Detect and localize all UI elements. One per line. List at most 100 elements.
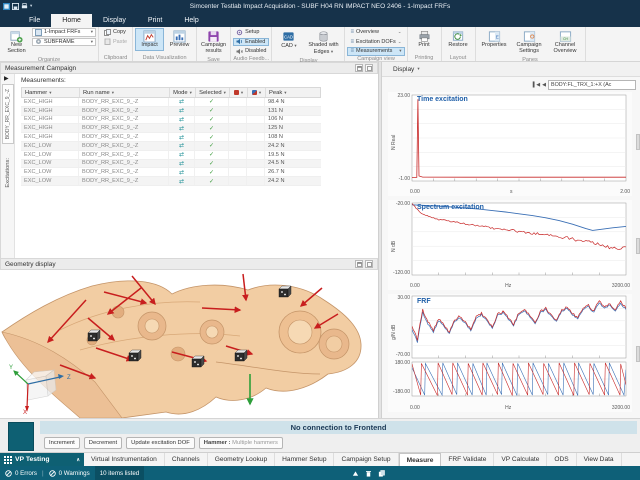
measurement-row[interactable]: EXC_HIGHBODY_RR_EXC_9_-Z⇄✓108 N	[21, 133, 321, 142]
paste-button[interactable]: Paste	[101, 38, 130, 47]
campaign-results-button[interactable]: Campaign results	[199, 28, 228, 57]
group-save: Campaign results Save	[197, 27, 231, 61]
workflow-tab-geometry-lookup[interactable]: Geometry Lookup	[208, 453, 275, 466]
pane-maximize-button[interactable]	[365, 64, 373, 72]
errors-status[interactable]: 0 Errors	[0, 466, 42, 480]
save-icon[interactable]	[12, 3, 19, 10]
cad-button[interactable]: CAD CAD ▾	[274, 28, 303, 52]
warning-icon	[49, 470, 56, 477]
audio-enabled-button[interactable]: Enabled	[233, 38, 269, 47]
pane-maximize-button[interactable]	[365, 260, 373, 268]
excitation-dof-tab[interactable]: BODY_RR_EXC_9_-Z	[2, 84, 14, 144]
col-peak[interactable]: Peak▾	[266, 88, 312, 97]
ribbon-tab-print[interactable]: Print	[137, 14, 173, 27]
chart-splitter-handle[interactable]	[636, 134, 640, 150]
ribbon-tab-display[interactable]: Display	[92, 14, 137, 27]
col-mode[interactable]: Mode▾	[170, 88, 196, 97]
increment-button[interactable]: Increment	[44, 437, 80, 449]
pane-float-button[interactable]	[355, 64, 363, 72]
docked-panel-thumbnail[interactable]	[8, 422, 34, 451]
measurement-row[interactable]: EXC_HIGHBODY_RR_EXC_9_-Z⇄✓98.4 N	[21, 98, 321, 107]
application-window: ▾ Simcenter Testlab Impact Acquisition -…	[0, 0, 640, 480]
measurement-row[interactable]: EXC_HIGHBODY_RR_EXC_9_-Z⇄✓131 N	[21, 107, 321, 116]
workflow-tab-virtual-instrumentation[interactable]: Virtual Instrumentation	[84, 453, 165, 466]
workflow-tab-measure[interactable]: Measure	[399, 453, 442, 466]
vp-testing-tab[interactable]: VP Testing ∧	[0, 453, 84, 466]
copy-icon	[104, 29, 111, 36]
measurement-row[interactable]: EXC_LOWBODY_RR_EXC_9_-Z⇄✓24.5 N	[21, 160, 321, 169]
audio-setup-button[interactable]: Setup	[233, 28, 269, 37]
time-excitation-chart[interactable]: Time excitation 23.00 -1.00 N Real 0.00 …	[388, 92, 632, 196]
warnings-status[interactable]: 0 Warnings	[44, 466, 95, 480]
measurement-row[interactable]: EXC_HIGHBODY_RR_EXC_9_-Z⇄✓125 N	[21, 124, 321, 133]
col-selected[interactable]: Selected▾	[196, 88, 230, 97]
chart-splitter-handle[interactable]	[636, 238, 640, 254]
items-listed-status: 10 items listed	[95, 466, 145, 480]
decrement-button[interactable]: Decrement	[84, 437, 122, 449]
measurement-row[interactable]: EXC_LOWBODY_RR_EXC_9_-Z⇄✓19.5 N	[21, 151, 321, 160]
col-reject-icon[interactable]: ▾	[230, 88, 248, 97]
workflow-tab-ods[interactable]: ODS	[547, 453, 576, 466]
workflow-tab-channels[interactable]: Channels	[165, 453, 208, 466]
scroll-up-icon[interactable]	[352, 470, 359, 477]
frf-chart[interactable]: FRF 30.00 -70.00 180.00 -180.00 g/N dB 0…	[388, 294, 632, 412]
measurement-row[interactable]: EXC_HIGHBODY_RR_EXC_9_-Z⇄✓106 N	[21, 116, 321, 125]
speaker-on-icon	[236, 38, 243, 45]
workflow-tab-view-data[interactable]: View Data	[577, 453, 622, 466]
trash-icon[interactable]	[365, 470, 372, 477]
connection-banner: No connection to Frontend	[40, 421, 637, 434]
collapse-caret-icon[interactable]: ∧	[76, 457, 80, 463]
campaign-settings-pane-button[interactable]: Campaign Settings	[512, 28, 547, 57]
frf-chart-canvas	[388, 294, 632, 412]
copy-button[interactable]: Copy	[101, 28, 130, 37]
geometry-display-header: Geometry display	[0, 258, 378, 270]
section-combo[interactable]: 1-Impact FRFs▾	[32, 28, 96, 37]
impact-view-button[interactable]: Impact	[135, 28, 164, 51]
pane-float-button[interactable]	[355, 260, 363, 268]
col-accept-icon[interactable]: ▾	[248, 88, 266, 97]
preview-view-button[interactable]: Preview	[165, 28, 194, 51]
previous-channel-icon[interactable]: ◀	[542, 82, 546, 88]
spectrum-excitation-chart[interactable]: Spectrum excitation -20.00 -120.00 N dB …	[388, 200, 632, 290]
workflow-tab-campaign-setup[interactable]: Campaign Setup	[334, 453, 398, 466]
properties-pane-button[interactable]: E Properties	[478, 28, 511, 51]
channel-selector[interactable]: BODY:FL_TRX_1:+X (Ac	[548, 80, 636, 90]
subframe-combo[interactable]: SUBFRAME▾	[32, 38, 96, 47]
overview-button[interactable]: ≡ Overview⌄	[347, 28, 404, 37]
measurement-row[interactable]: EXC_LOWBODY_RR_EXC_9_-Z⇄✓26.7 N	[21, 168, 321, 177]
restore-layout-button[interactable]: Restore	[444, 28, 473, 51]
expander-arrow-icon[interactable]: ▶	[4, 75, 9, 82]
workflow-tab-bar: VP Testing ∧ Virtual InstrumentationChan…	[0, 452, 640, 466]
dof-cube-marker	[88, 330, 100, 341]
ribbon-tab-help[interactable]: Help	[173, 14, 209, 27]
hammer-selector[interactable]: Hammer : Multiple hammers	[199, 437, 283, 449]
ribbon-tab-home[interactable]: Home	[51, 14, 92, 27]
table-body: EXC_HIGHBODY_RR_EXC_9_-Z⇄✓98.4 NEXC_HIGH…	[21, 98, 321, 186]
app-icon[interactable]	[3, 3, 10, 10]
measurements-view-button[interactable]: ≡ Measurements▾	[347, 47, 404, 56]
new-section-button[interactable]: New Section	[2, 28, 31, 57]
audio-disabled-button[interactable]: Disabled	[233, 47, 269, 56]
spectrum-chart-title: Spectrum excitation	[417, 204, 484, 211]
update-excitation-dof-button[interactable]: Update excitation DOF	[126, 437, 195, 449]
measurement-row[interactable]: EXC_LOWBODY_RR_EXC_9_-Z⇄✓24.2 N	[21, 177, 321, 186]
col-hammer[interactable]: Hammer▾	[22, 88, 80, 97]
ribbon-tab-file[interactable]: File	[18, 14, 51, 27]
shaded-with-edges-button[interactable]: Shaded with Edges ▾	[304, 28, 342, 58]
print-button[interactable]: Print	[410, 28, 439, 51]
print-icon[interactable]	[21, 3, 28, 10]
col-run-name[interactable]: Run name▾	[80, 88, 170, 97]
display-dropdown-button[interactable]: Display▾	[388, 64, 425, 75]
copy-messages-icon[interactable]	[378, 470, 385, 477]
chart-splitter-handle[interactable]	[636, 346, 640, 362]
workflow-tab-hammer-setup[interactable]: Hammer Setup	[275, 453, 334, 466]
workflow-tab-frf-validate[interactable]: FRF Validate	[441, 453, 494, 466]
geometry-viewport[interactable]: Z Y X	[0, 270, 378, 418]
first-channel-icon[interactable]: ▌◀	[533, 82, 540, 88]
audio-setup-icon	[236, 29, 243, 36]
measurement-row[interactable]: EXC_LOWBODY_RR_EXC_9_-Z⇄✓24.2 N	[21, 142, 321, 151]
excitation-dofs-button[interactable]: ≡ Excitation DOFs⌄	[347, 38, 404, 47]
channel-overview-pane-button[interactable]: CH Channel Overview	[548, 28, 583, 57]
workflow-tab-vp-calculate[interactable]: VP Calculate	[494, 453, 547, 466]
qat-dropdown-caret[interactable]: ▾	[30, 3, 32, 9]
